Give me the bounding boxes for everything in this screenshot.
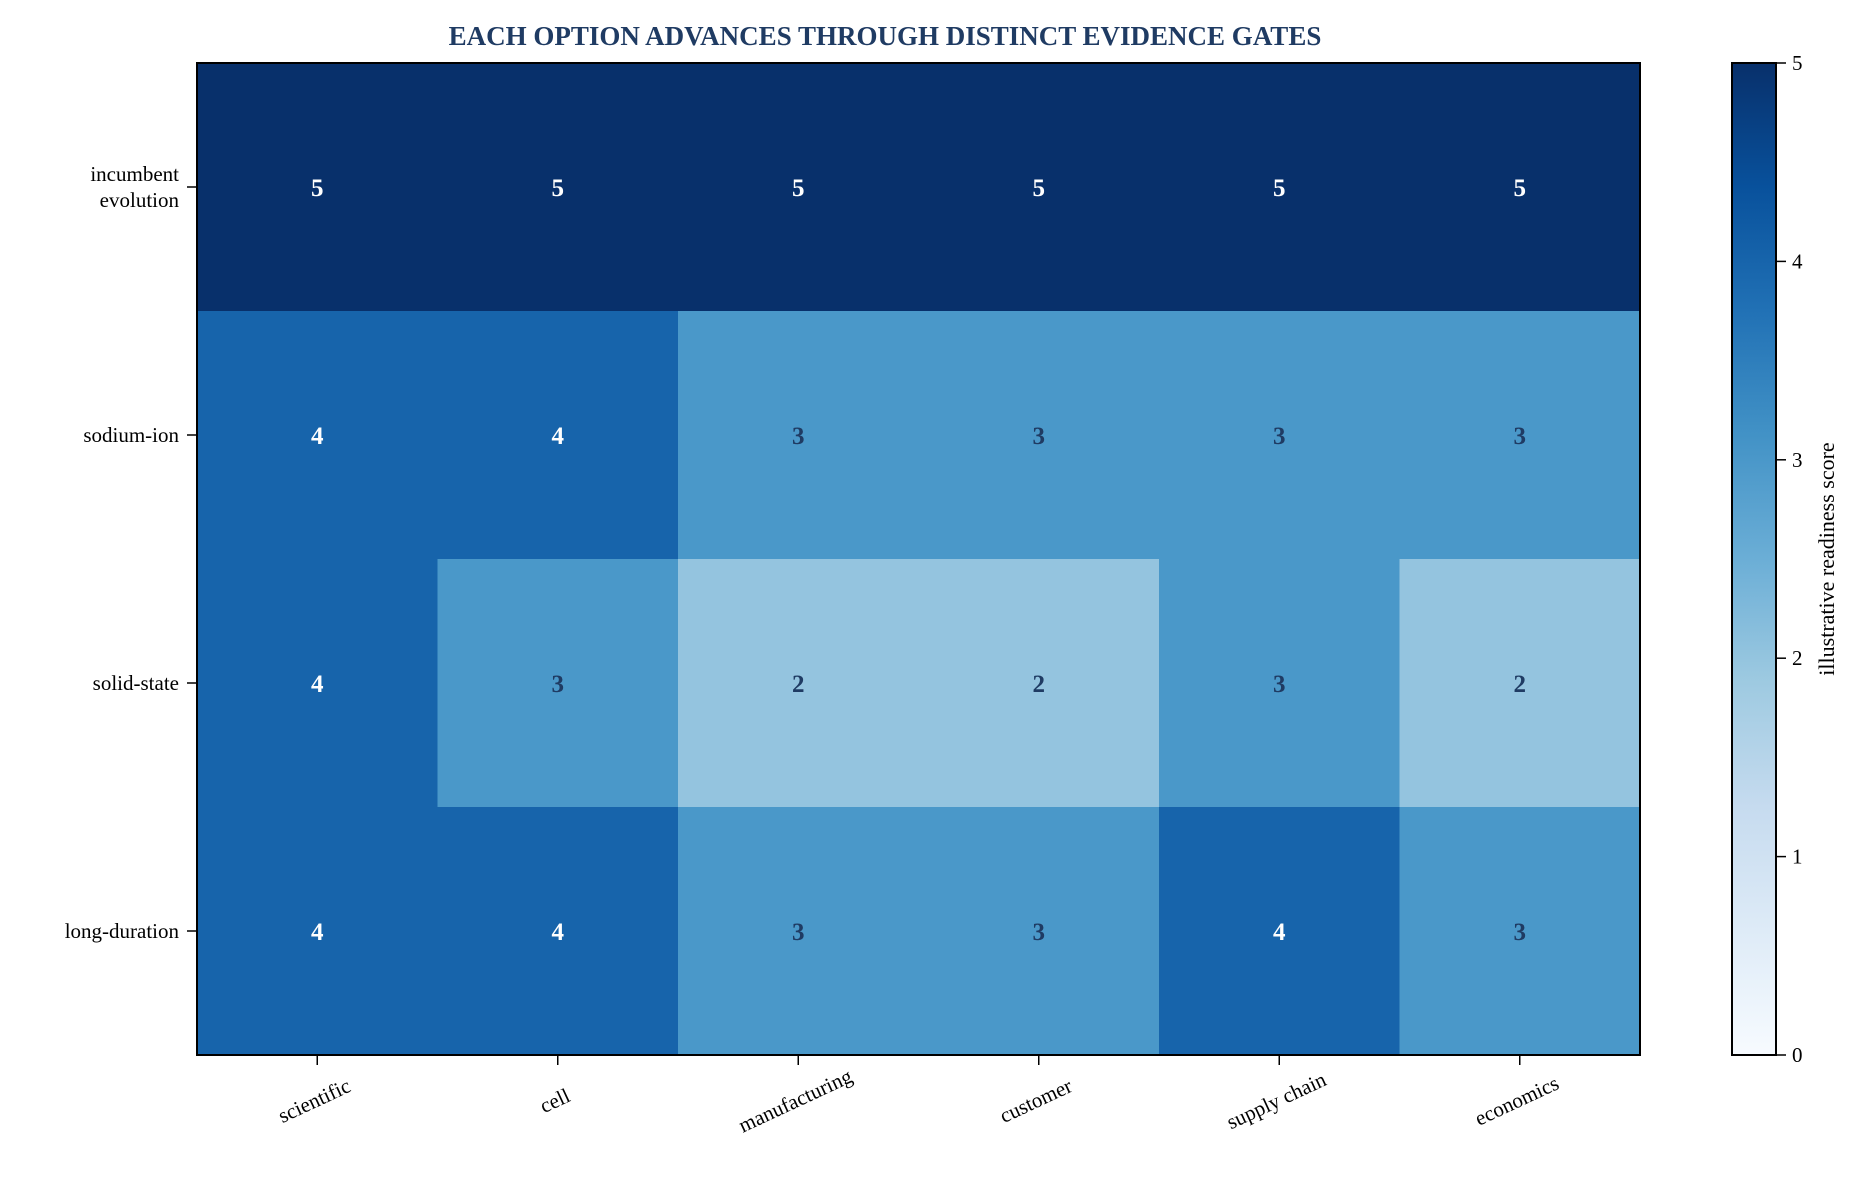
heatmap-cell <box>678 807 919 1056</box>
heatmap-cell <box>437 311 679 560</box>
cell-value-label: 4 <box>552 423 565 450</box>
heatmap-cell <box>197 311 438 560</box>
colorbar-tick-label: 2 <box>1792 646 1803 670</box>
heatmap-cell <box>437 559 679 808</box>
x-tick-label: cell <box>536 1083 574 1118</box>
heatmap-cell <box>1399 559 1641 808</box>
colorbar-frame <box>1731 62 1777 1056</box>
y-tick-label: sodium-ion <box>83 423 179 447</box>
cell-value-label: 5 <box>1273 175 1286 202</box>
heatmap-cell <box>918 559 1160 808</box>
x-tick-label: customer <box>996 1074 1076 1128</box>
heatmap-cell <box>678 311 919 560</box>
colorbar-tick-label: 3 <box>1792 448 1803 472</box>
heatmap-cell <box>918 807 1160 1056</box>
colorbar-ticks: 0 1 2 3 4 5 <box>1776 51 1803 1067</box>
y-tick-label: long-duration <box>65 919 180 943</box>
cell-value-label: 3 <box>792 423 805 450</box>
heatmap-cell <box>1159 63 1400 312</box>
heatmap-cell <box>1399 63 1641 312</box>
heatmap-cell <box>197 559 438 808</box>
cell-value-label: 5 <box>1033 175 1046 202</box>
heatmap-cell <box>437 807 679 1056</box>
heatmap-cell <box>197 63 438 312</box>
colorbar-gradient <box>1732 63 1776 1055</box>
cell-value-label: 2 <box>792 671 805 698</box>
heatmap-cell <box>1399 311 1641 560</box>
heatmap-cell <box>1159 559 1400 808</box>
cell-value-label: 5 <box>1514 175 1527 202</box>
x-tick-label: manufacturing <box>735 1064 857 1138</box>
heatmap-cell <box>918 311 1160 560</box>
cell-value-label: 2 <box>1033 671 1046 698</box>
cell-value-label: 3 <box>552 671 565 698</box>
cell-value-label: 4 <box>1273 919 1286 946</box>
colorbar-tick-label: 1 <box>1792 845 1803 869</box>
colorbar-tick-label: 0 <box>1792 1043 1803 1067</box>
y-tick-label: solid-state <box>93 671 179 695</box>
cell-value-label: 2 <box>1514 671 1527 698</box>
cell-value-label: 3 <box>1273 671 1286 698</box>
cell-value-label: 3 <box>1514 423 1527 450</box>
heatmap-cell <box>1159 311 1400 560</box>
cell-value-label: 5 <box>792 175 805 202</box>
heatmap-cell <box>197 807 438 1056</box>
heatmap-cell <box>1399 807 1641 1056</box>
x-axis: scientific cell manufacturing customer suppl… <box>274 1055 1563 1138</box>
cell-value-label: 4 <box>311 423 324 450</box>
heatmap-cells <box>197 63 1641 1056</box>
plot-frame <box>196 62 1641 1056</box>
colorbar-tick-label: 4 <box>1792 249 1803 273</box>
heatmap-cell <box>918 63 1160 312</box>
y-tick-label: evolution <box>100 188 180 212</box>
cell-value-label: 3 <box>1033 919 1046 946</box>
cell-value-label: 3 <box>1033 423 1046 450</box>
cell-value-label: 5 <box>552 175 565 202</box>
cell-value-label: 5 <box>311 175 324 202</box>
cell-value-label: 4 <box>552 919 565 946</box>
cell-value-label: 3 <box>1273 423 1286 450</box>
cell-value-label: 3 <box>792 919 805 946</box>
heatmap-cell <box>437 63 679 312</box>
x-tick-label: supply chain <box>1223 1067 1330 1134</box>
cell-value-label: 4 <box>311 919 324 946</box>
heatmap-cell-labels: 5 5 5 5 5 5 4 4 3 3 3 3 4 3 2 2 3 2 4 4 3 3 4 3 <box>311 175 1526 946</box>
heatmap-cell <box>678 559 919 808</box>
cell-value-label: 3 <box>1514 919 1527 946</box>
heatmap-cell <box>678 63 919 312</box>
y-tick-label: incumbent <box>90 162 179 186</box>
x-tick-label: economics <box>1471 1071 1563 1131</box>
x-tick-label: scientific <box>274 1074 354 1128</box>
colorbar-tick-label: 5 <box>1792 51 1803 75</box>
heatmap-cell <box>1159 807 1400 1056</box>
cell-value-label: 4 <box>311 671 324 698</box>
colorbar: 0 1 2 3 4 5 illustrative readiness score <box>1731 51 1839 1067</box>
colorbar-label: illustrative readiness score <box>1814 442 1839 675</box>
chart-title: EACH OPTION ADVANCES THROUGH DISTINCT EV… <box>449 21 1322 51</box>
